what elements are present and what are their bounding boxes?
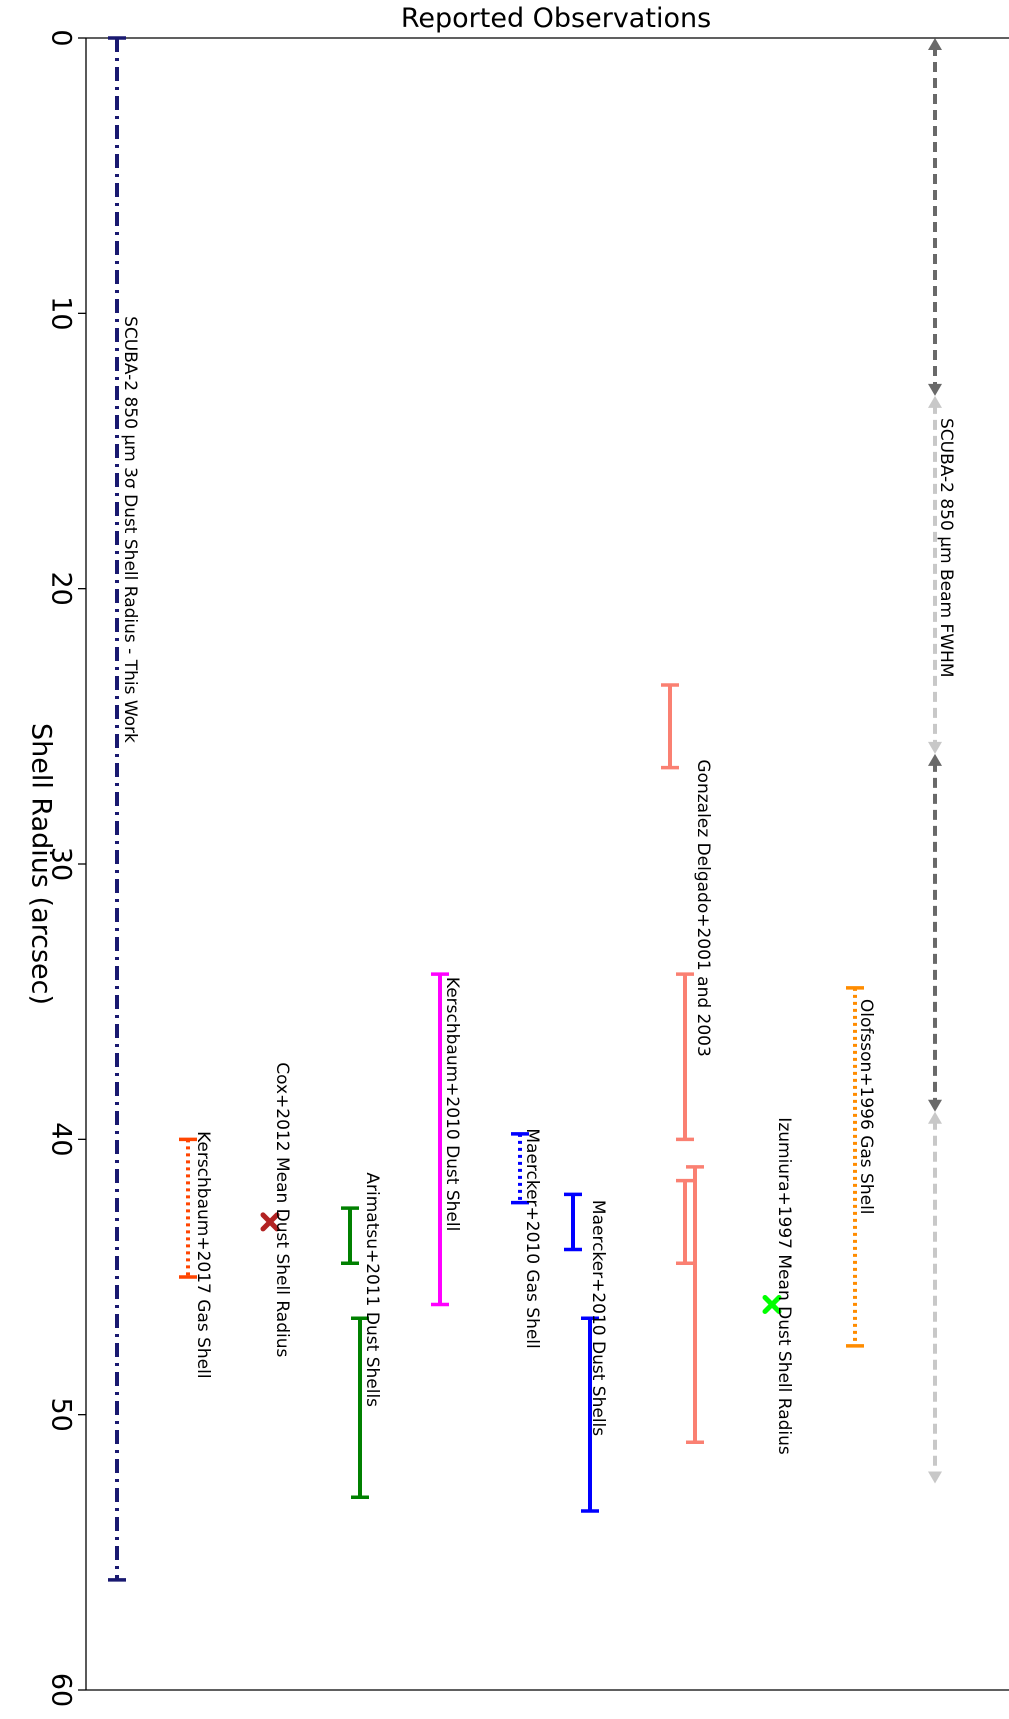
y-tick-label: 60 (46, 1673, 77, 1707)
series-range (351, 1316, 369, 1500)
series-label: SCUBA-2 850 μm 3σ Dust Shell Radius - Th… (120, 316, 140, 743)
series-range (179, 1137, 197, 1279)
series-range (564, 1192, 582, 1252)
series-label: Olofsson+1996 Gas Shell (856, 999, 876, 1215)
series-label: SCUBA-2 850 μm Beam FWHM (936, 418, 956, 678)
series-range (676, 972, 694, 1142)
arrow-head-up (928, 1111, 942, 1124)
x-marker-stroke (260, 1212, 280, 1232)
series-marks (108, 36, 942, 1582)
y-tick-label: 0 (46, 29, 77, 46)
series-range (661, 683, 679, 770)
arrow-head-up (928, 38, 942, 50)
series-marker (762, 1295, 782, 1315)
series-range (581, 1316, 599, 1513)
y-tick-label: 40 (46, 1122, 77, 1156)
plot-frame (85, 37, 1009, 1691)
series-marker (260, 1212, 280, 1232)
series-arrow (928, 395, 942, 754)
chart-title: Reported Observations (401, 3, 711, 34)
arrow-head-up (928, 753, 942, 766)
series-label: Izumiura+1997 Mean Dust Shell Radius (774, 1117, 794, 1455)
series-label: Maercker+2010 Dust Shells (588, 1200, 608, 1436)
y-tick-label: 50 (46, 1397, 77, 1431)
arrow-head-down (928, 741, 942, 754)
series-label: Arimatsu+2011 Dust Shells (362, 1172, 382, 1407)
y-axis: 0 10 20 30 40 50 60 (46, 29, 86, 1707)
series-label: Cox+2012 Mean Dust Shell Radius (272, 1062, 292, 1357)
arrow-head-down (928, 1099, 942, 1112)
series-range (341, 1206, 359, 1265)
series-range (511, 1132, 529, 1205)
arrow-head-down (928, 1471, 942, 1484)
series-range (846, 986, 864, 1348)
y-axis-label: Shell Radius (arcsec) (26, 723, 57, 1005)
series-arrow (928, 38, 942, 396)
series-range (686, 1165, 704, 1444)
y-tick-label: 20 (46, 571, 77, 605)
y-tick-label: 10 (46, 296, 77, 330)
series-arrow (928, 1111, 942, 1484)
series-label: Maercker+2010 Gas Shell (522, 1128, 542, 1348)
arrow-head-up (928, 395, 942, 408)
series-label: Kerschbaum+2010 Dust Shell (442, 977, 462, 1231)
series-label: Kerschbaum+2017 Gas Shell (193, 1131, 213, 1379)
series-label: Gonzalez Delgado+2001 and 2003 (693, 759, 713, 1056)
series-range (676, 1178, 694, 1265)
series-labels: SCUBA-2 850 μm 3σ Dust Shell Radius - Th… (120, 316, 956, 1455)
arrow-head-down (928, 383, 942, 396)
series-range (431, 972, 449, 1307)
y-tick-label: 30 (46, 847, 77, 881)
series-arrow (928, 753, 942, 1112)
x-marker-stroke (762, 1295, 782, 1315)
series-range (108, 36, 126, 1582)
